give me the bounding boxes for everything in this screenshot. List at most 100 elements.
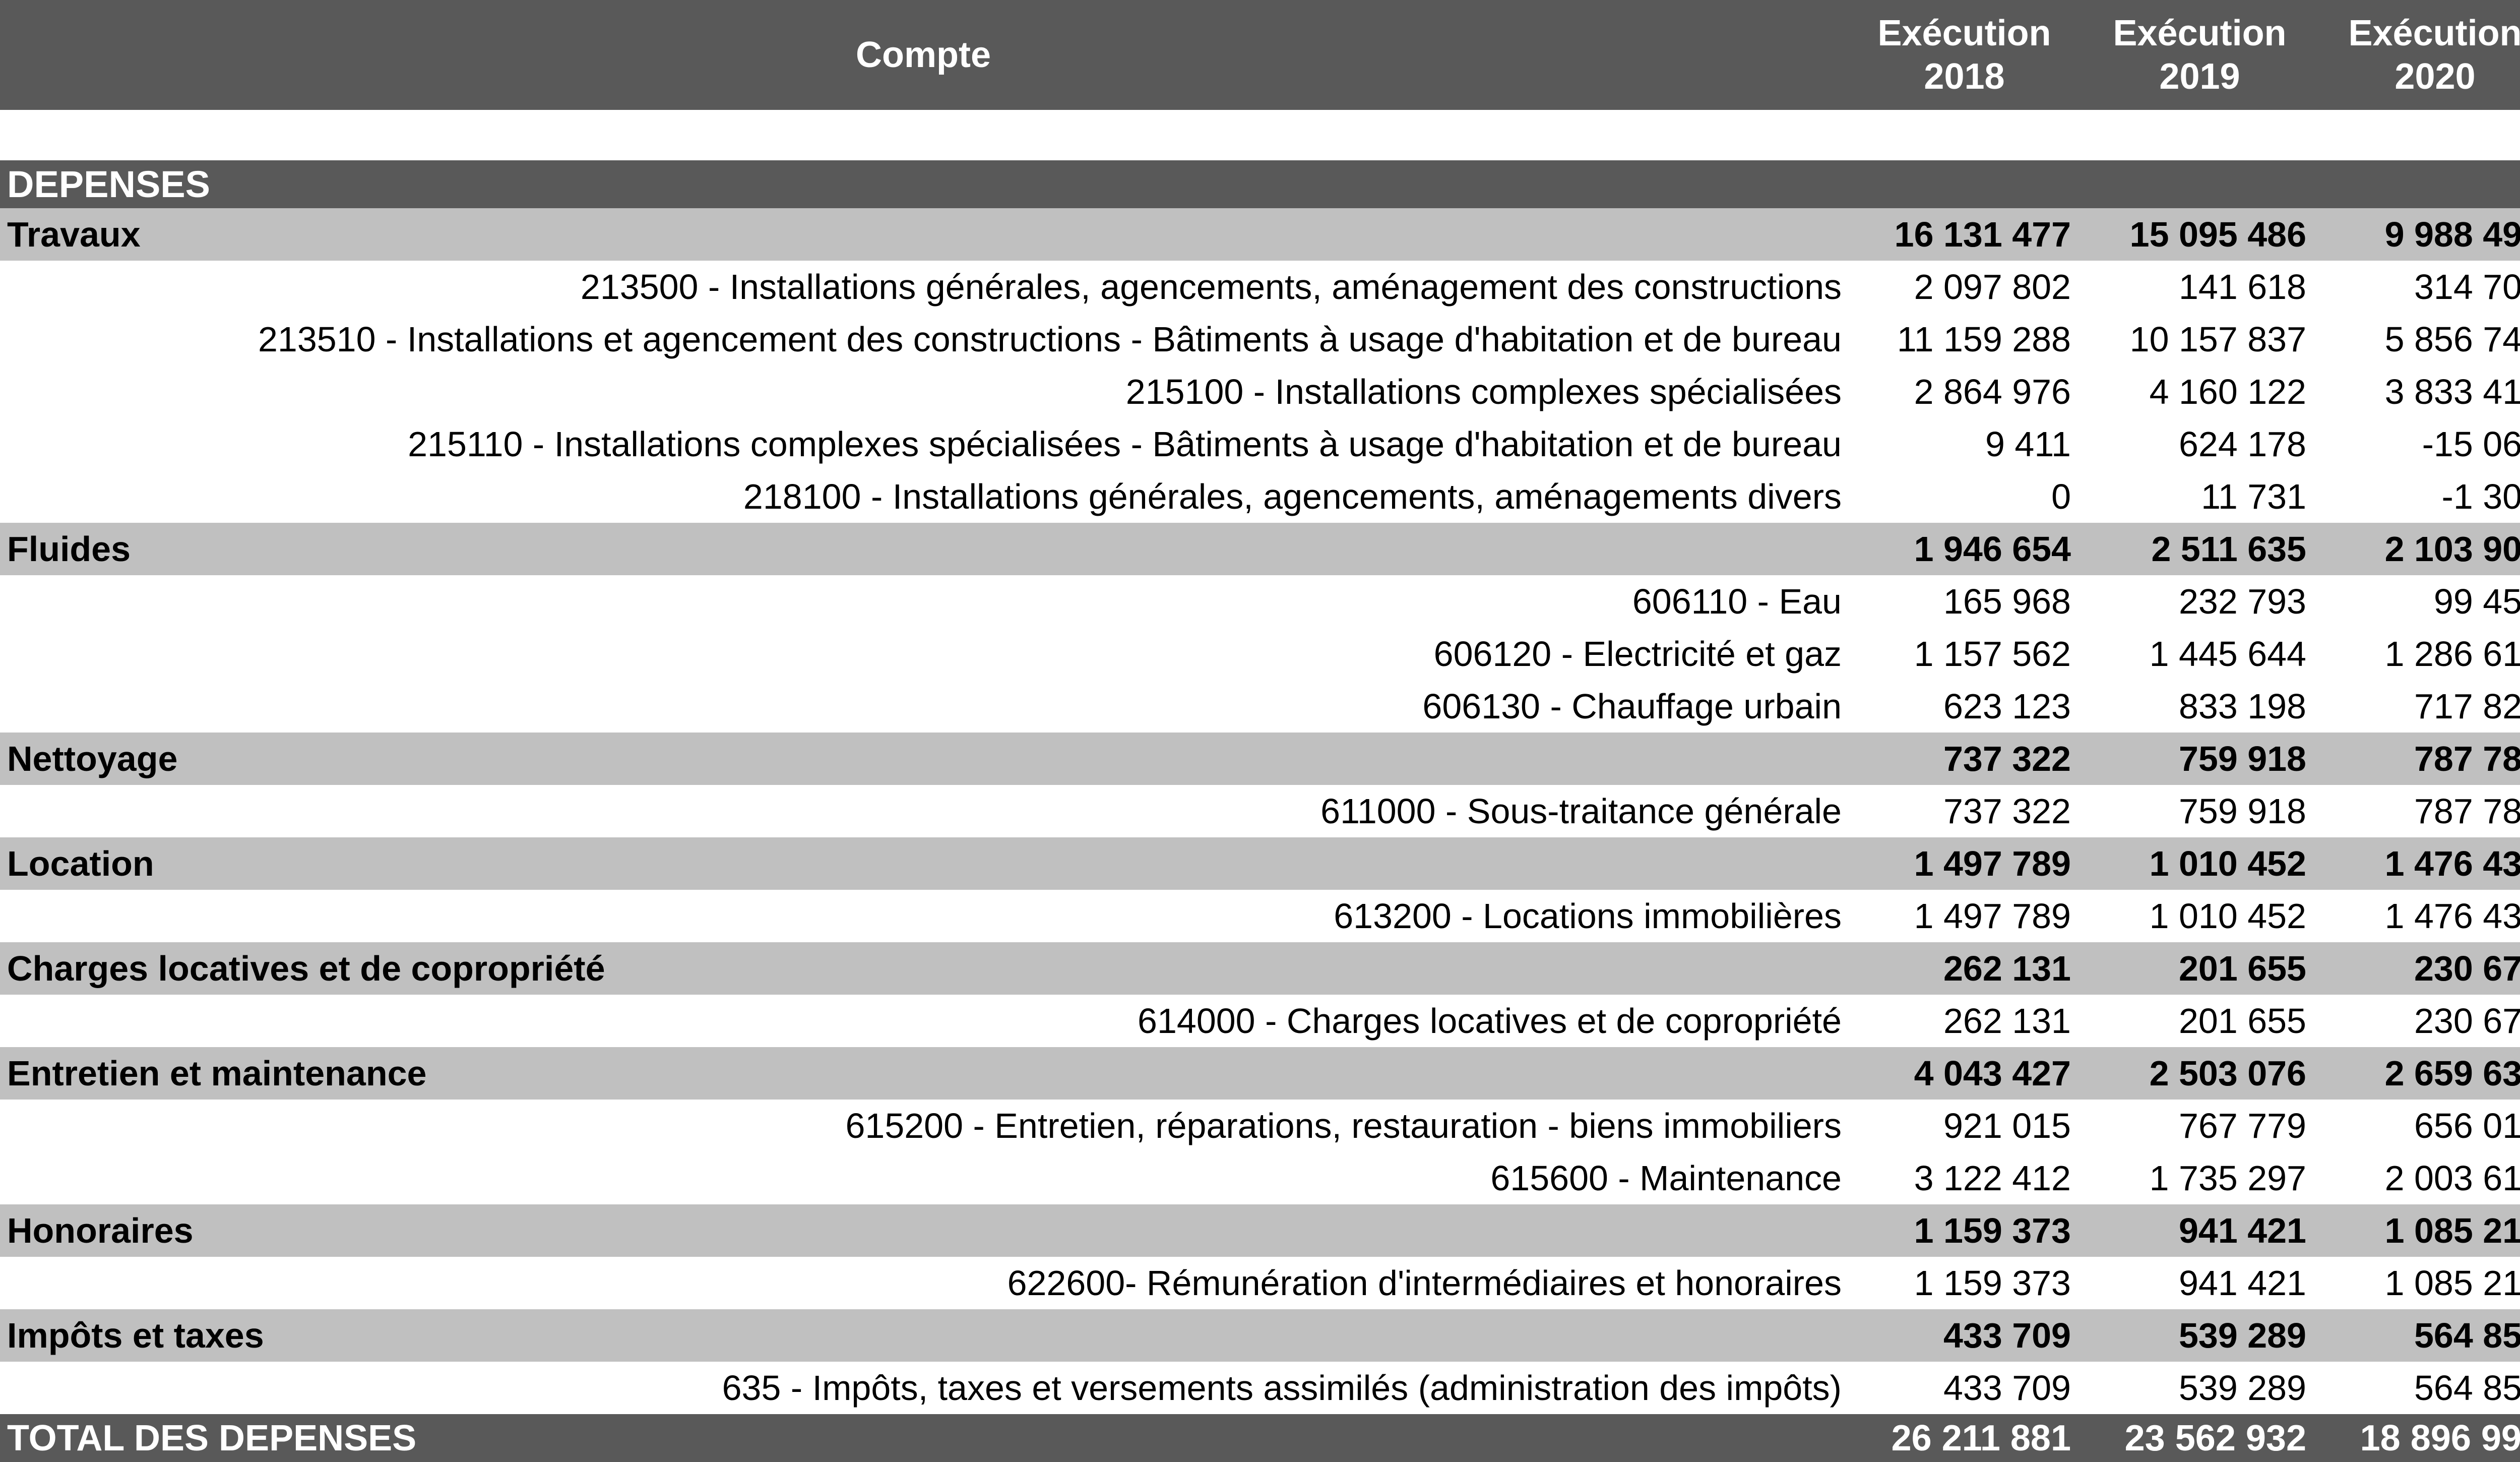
- col-header-year: 2018: [1924, 56, 2005, 97]
- value-cell: 941 421: [2178, 1263, 2306, 1303]
- value-cell: 433 709: [1943, 1368, 2071, 1408]
- value-cell: 2 103 901: [2317, 523, 2520, 575]
- value-cell: 2 097 802: [1914, 267, 2071, 307]
- value-cell: 1 476 435: [2317, 837, 2520, 890]
- col-header-label: Exécution: [2113, 13, 2287, 53]
- row-label: 213500 - Installations générales, agence…: [580, 267, 1842, 307]
- row-label: 215110 - Installations complexes spécial…: [408, 424, 1842, 464]
- value-cell: 165 968: [1943, 582, 2071, 621]
- row-label: 611000 - Sous-traitance générale: [1320, 791, 1842, 831]
- value-cell: 1 085 216: [2384, 1263, 2520, 1303]
- value-cell: 833 198: [2178, 687, 2306, 726]
- row-label: 613200 - Locations immobilières: [1334, 896, 1842, 936]
- value-cell: 759 918: [2082, 733, 2317, 785]
- value-cell: 1 497 789: [1914, 896, 2071, 936]
- value-cell: 759 918: [2178, 791, 2306, 831]
- value-cell: 1 010 452: [2149, 896, 2306, 936]
- row-label: 615200 - Entretien, réparations, restaur…: [845, 1106, 1842, 1145]
- value-cell: 1 476 435: [2384, 896, 2520, 936]
- value-cell: 921 015: [1943, 1106, 2071, 1145]
- row-label: Travaux: [0, 208, 1847, 261]
- table-row-detail: 606120 - Electricité et gaz 1 157 562 1 44…: [0, 628, 2520, 680]
- value-cell: 16 131 477: [1847, 208, 2082, 261]
- row-label: 606110 - Eau: [1632, 582, 1842, 621]
- table-row-section: DEPENSES: [0, 160, 2520, 208]
- value-cell: 2 503 076: [2082, 1047, 2317, 1100]
- value-cell: 11 159 288: [1897, 320, 2071, 359]
- row-label: 606130 - Chauffage urbain: [1422, 687, 1842, 726]
- value-cell: 1 157 562: [1914, 634, 2071, 674]
- table-row-total: TOTAL DES DEPENSES 26 211 881 23 562 932 18…: [0, 1414, 2520, 1462]
- value-cell: 767 779: [2178, 1106, 2306, 1145]
- value-cell: 2 659 633: [2317, 1047, 2520, 1100]
- value-cell: 1 010 452: [2082, 837, 2317, 890]
- table-row-detail: 611000 - Sous-traitance générale 737 322 7…: [0, 785, 2520, 837]
- table-row-detail: 215100 - Installations complexes spécial…: [0, 366, 2520, 418]
- value-cell: 5 856 747: [2384, 320, 2520, 359]
- table-row-detail: 615200 - Entretien, réparations, restaur…: [0, 1100, 2520, 1152]
- value-cell: -15 065: [2422, 424, 2520, 464]
- value-cell: [2317, 160, 2520, 208]
- value-cell: 11 731: [2201, 477, 2306, 516]
- value-cell: 26 211 881: [1847, 1414, 2082, 1462]
- value-cell: 230 678: [2414, 1001, 2520, 1041]
- table-row-detail: 622600- Rémunération d'intermédiaires et…: [0, 1257, 2520, 1309]
- table-row-detail: 635 - Impôts, taxes et versements assimi…: [0, 1362, 2520, 1414]
- row-label: 614000 - Charges locatives et de copropr…: [1138, 1001, 1842, 1041]
- value-cell: 4 043 427: [1847, 1047, 2082, 1100]
- col-header-execution-2019: Exécution 2019: [2082, 0, 2317, 110]
- table-row-category: Entretien et maintenance 4 043 427 2 503 0…: [0, 1047, 2520, 1100]
- row-label: TOTAL DES DEPENSES: [0, 1414, 1847, 1462]
- value-cell: 941 421: [2082, 1204, 2317, 1257]
- table-row-detail: 606130 - Chauffage urbain 623 123 833 198 7…: [0, 680, 2520, 733]
- col-header-execution-2018: Exécution 2018: [1847, 0, 2082, 110]
- value-cell: 15 095 486: [2082, 208, 2317, 261]
- row-label: Honoraires: [0, 1204, 1847, 1257]
- value-cell: 737 322: [1943, 791, 2071, 831]
- value-cell: 9 988 499: [2317, 208, 2520, 261]
- value-cell: 9 411: [1985, 424, 2071, 464]
- value-cell: 737 322: [1847, 733, 2082, 785]
- row-label: 622600- Rémunération d'intermédiaires et…: [1007, 1263, 1842, 1303]
- table-header-row: Compte Exécution 2018 Exécution 2019 Exé…: [0, 0, 2520, 110]
- row-label: Impôts et taxes: [0, 1309, 1847, 1362]
- spacer-cell: [0, 110, 2520, 160]
- value-cell: 2 864 976: [1914, 372, 2071, 411]
- col-header-label: Exécution: [1877, 13, 2051, 53]
- value-cell: 656 019: [2414, 1106, 2520, 1145]
- col-header-year: 2019: [2159, 56, 2240, 97]
- row-label: 606120 - Electricité et gaz: [1433, 634, 1842, 674]
- value-cell: 2 003 614: [2384, 1159, 2520, 1198]
- row-label: 218100 - Installations générales, agence…: [743, 477, 1842, 516]
- table-row-detail: 213500 - Installations générales, agence…: [0, 261, 2520, 313]
- value-cell: 539 289: [2082, 1309, 2317, 1362]
- value-cell: 433 709: [1847, 1309, 2082, 1362]
- row-label: Location: [0, 837, 1847, 890]
- value-cell: -1 303: [2441, 477, 2520, 516]
- value-cell: 201 655: [2178, 1001, 2306, 1041]
- value-cell: 99 455: [2433, 582, 2520, 621]
- value-cell: 1 159 373: [1914, 1263, 2071, 1303]
- row-label: 215100 - Installations complexes spécial…: [1125, 372, 1842, 411]
- row-label: Charges locatives et de copropriété: [0, 942, 1847, 995]
- table-row-detail: 218100 - Installations générales, agence…: [0, 470, 2520, 523]
- value-cell: 624 178: [2178, 424, 2306, 464]
- value-cell: 717 828: [2414, 687, 2520, 726]
- value-cell: 2 511 635: [2082, 523, 2317, 575]
- row-label: 615600 - Maintenance: [1490, 1159, 1842, 1198]
- value-cell: 787 781: [2317, 733, 2520, 785]
- value-cell: 564 854: [2414, 1368, 2520, 1408]
- value-cell: 4 160 122: [2149, 372, 2306, 411]
- col-header-execution-2020: Exécution 2020: [2317, 0, 2520, 110]
- value-cell: 10 157 837: [2129, 320, 2306, 359]
- spacer-row: [0, 110, 2520, 160]
- value-cell: [1847, 160, 2082, 208]
- table-row-detail: 213510 - Installations et agencement des…: [0, 313, 2520, 366]
